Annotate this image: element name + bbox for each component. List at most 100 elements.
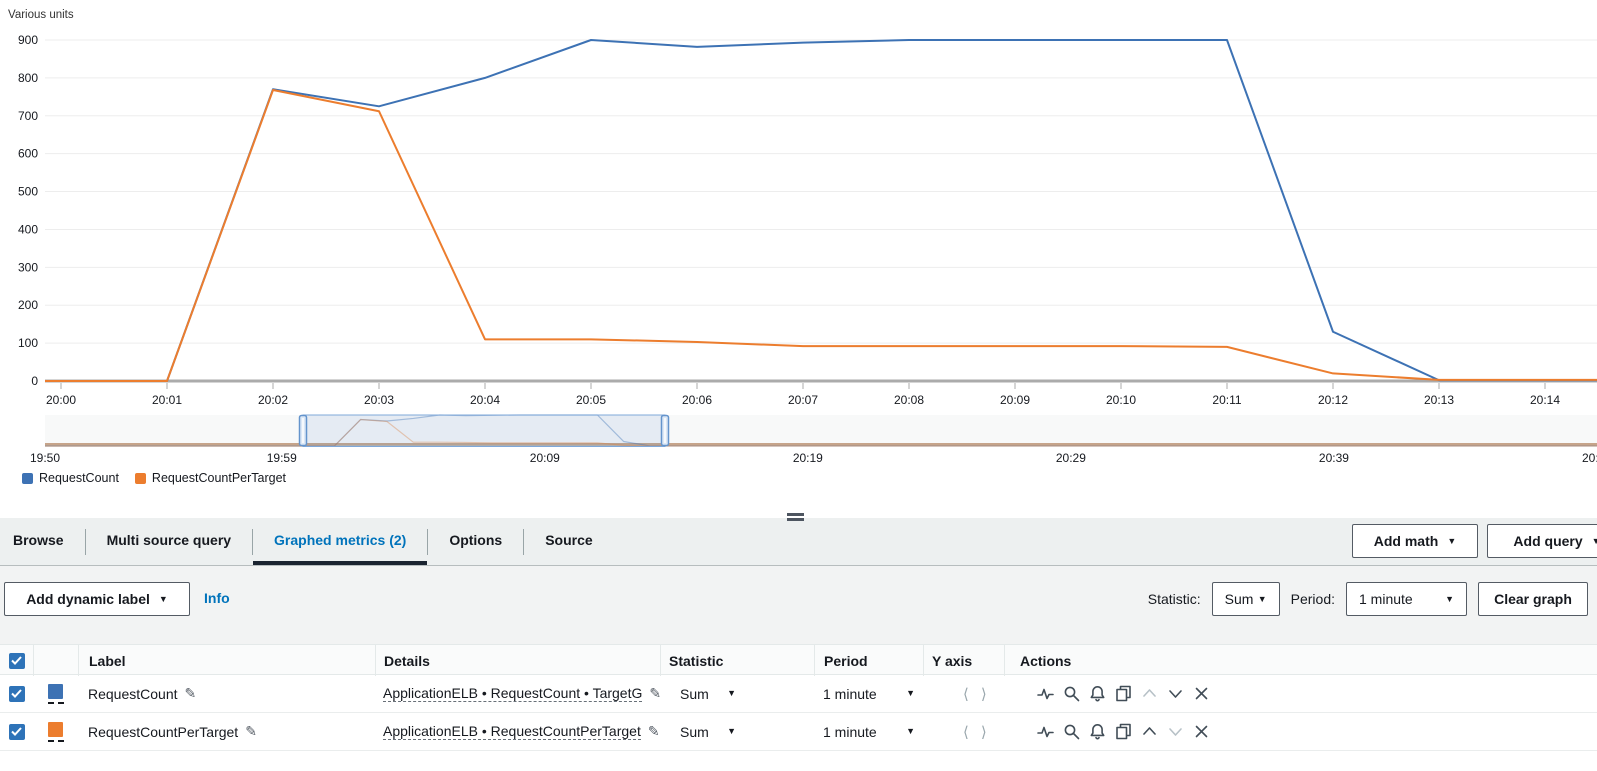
metric-label: RequestCountPerTarget [88,723,239,740]
edit-details-icon[interactable]: ✎ [649,685,662,701]
metric-label: RequestCount [88,685,178,702]
graphed-metrics-table: Label Details Statistic Period Y axis Ac… [0,644,1597,751]
statistic-dropdown[interactable]: Sum ▼ [680,723,736,740]
tab-source[interactable]: Source [545,531,593,548]
add-query-button[interactable]: Add query ▼ [1487,524,1597,558]
add-math-button[interactable]: Add math ▼ [1352,524,1478,558]
zoom-search-icon[interactable] [1063,723,1080,740]
metric-row-requestcountpertarget: RequestCountPerTarget ✎ ApplicationELB •… [0,713,1597,751]
table-header-row: Label Details Statistic Period Y axis Ac… [0,644,1597,676]
move-down-icon[interactable] [1167,685,1184,702]
column-header-details: Details [375,645,660,676]
period-select[interactable]: 1 minute ▼ [1346,582,1467,616]
brush-tick-label: 20:49 [1582,451,1597,465]
chevron-down-icon: ▼ [727,726,736,736]
metric-color-picker[interactable] [47,721,64,742]
row-checkbox[interactable] [8,723,25,740]
legend-label: RequestCountPerTarget [151,471,287,485]
metric-color-picker[interactable] [47,683,64,704]
brush-mini-series [45,418,1597,447]
duplicate-icon[interactable] [1115,685,1132,702]
legend-item-requestcountpertarget[interactable]: RequestCountPerTarget [134,471,287,485]
timeline-brush[interactable]: 19:50 19:59 20:09 20:19 20:29 20:39 20:49 [30,414,1597,465]
chevron-down-icon: ▼ [158,593,168,604]
panel-resize-handle[interactable] [787,513,804,523]
statistic-label: Statistic: [1147,591,1201,607]
zoom-search-icon[interactable] [1063,685,1080,702]
statistic-select[interactable]: Sum ▼ [1211,582,1280,616]
brush-selection[interactable] [302,414,666,447]
brush-tick-label: 20:09 [530,451,560,465]
metric-details[interactable]: ApplicationELB • RequestCount • TargetG [383,685,643,702]
brush-tick-label: 20:19 [793,451,823,465]
remove-metric-icon[interactable] [1193,685,1210,702]
y-axis-tick-label: 500 [18,185,38,199]
metric-details[interactable]: ApplicationELB • RequestCountPerTarget [383,723,641,740]
series-line-RequestCountPerTarget[interactable] [45,89,1597,382]
chevron-down-icon: ▼ [906,726,915,736]
remove-metric-icon[interactable] [1193,723,1210,740]
y-axis-unit-label: Various units [8,9,74,21]
brush-tick-label: 20:39 [1319,451,1349,465]
legend-swatch-blue [22,472,33,484]
column-header-statistic: Statistic [660,645,814,676]
chevron-down-icon: ▼ [1591,535,1597,546]
duplicate-icon[interactable] [1115,723,1132,740]
yaxis-right-icon[interactable]: ⟩ [980,723,987,741]
x-axis-tick-label: 20:03 [364,393,394,407]
chevron-down-icon: ▼ [1257,593,1267,604]
x-axis-tick-label: 20:12 [1318,393,1348,407]
y-axis-tick-label: 200 [18,298,38,312]
y-axis-tick-label: 800 [18,71,38,85]
create-alarm-bell-icon[interactable] [1089,685,1106,702]
y-axis-tick-label: 600 [18,147,38,161]
period-dropdown[interactable]: 1 minute ▼ [823,723,915,740]
legend-item-requestcount[interactable]: RequestCount [22,471,119,485]
edit-label-icon[interactable]: ✎ [245,723,257,739]
y-axis-tick-label: 700 [18,109,38,123]
add-dynamic-label-button[interactable]: Add dynamic label ▼ [4,582,190,616]
period-dropdown[interactable]: 1 minute ▼ [823,685,915,702]
tab-browse[interactable]: Browse [13,531,64,548]
x-axis-tick-label: 20:13 [1424,393,1454,407]
x-axis-tick-label: 20:09 [1000,393,1030,407]
info-link[interactable]: Info [204,590,230,606]
create-alarm-bell-icon[interactable] [1089,723,1106,740]
chevron-down-icon: ▼ [906,688,915,698]
legend-label: RequestCount [39,471,119,485]
panel-gap [0,505,1597,518]
brush-tick-label: 20:29 [1056,451,1086,465]
x-axis-tick-label: 20:06 [682,393,712,407]
x-axis-tick-label: 20:04 [470,393,500,407]
x-axis-tick-label: 20:10 [1106,393,1136,407]
column-header-yaxis: Y axis [923,645,1004,676]
select-all-checkbox[interactable] [8,652,25,669]
x-axis-tick-label: 20:11 [1212,393,1241,407]
row-checkbox[interactable] [8,685,25,702]
chevron-down-icon: ▼ [1445,593,1454,604]
edit-label-icon[interactable]: ✎ [184,685,197,701]
chevron-down-icon: ▼ [727,688,736,698]
clear-graph-button[interactable]: Clear graph [1478,582,1588,616]
column-header-actions: Actions [1004,645,1597,676]
tab-multi-source-query[interactable]: Multi source query [106,531,232,548]
x-axis-tick-label: 20:00 [46,393,76,407]
graph-pulse-icon[interactable] [1037,723,1054,740]
yaxis-left-icon[interactable]: ⟨ [963,723,969,741]
x-axis-tick-label: 20:14 [1530,393,1560,407]
edit-details-icon[interactable]: ✎ [647,723,660,739]
tab-graphed-metrics[interactable]: Graphed metrics (2) [253,518,428,565]
graph-pulse-icon[interactable] [1037,685,1054,702]
move-up-icon[interactable] [1141,723,1158,740]
yaxis-left-icon[interactable]: ⟨ [963,685,969,703]
metrics-line-chart[interactable]: 0 100 200 300 400 500 600 700 800 900 Various unit… [0,0,1597,505]
tab-options[interactable]: Options [449,531,503,548]
move-up-icon [1141,685,1158,702]
yaxis-right-icon[interactable]: ⟩ [980,685,987,703]
statistic-dropdown[interactable]: Sum ▼ [680,685,736,702]
y-axis-tick-label: 0 [31,374,38,388]
chart-legend: RequestCount RequestCountPerTarget [22,471,286,485]
tab-bar: Browse Multi source query Graphed metric… [0,518,1597,565]
metrics-chart-area[interactable]: 0 100 200 300 400 500 600 700 800 900 Various unit… [0,0,1597,505]
metrics-panel: Browse Multi source query Graphed metric… [0,505,1597,751]
